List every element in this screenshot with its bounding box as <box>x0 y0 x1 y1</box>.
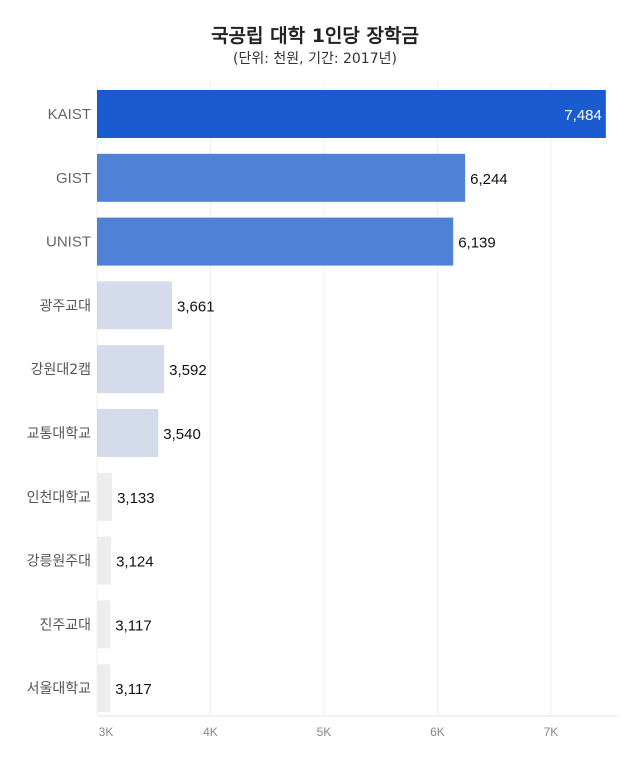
bar <box>97 600 111 649</box>
bar <box>97 536 112 585</box>
bar <box>97 472 113 521</box>
category-label: 교통대학교 <box>27 426 92 442</box>
category-label: GIST <box>56 170 91 187</box>
category-label: KAIST <box>48 106 91 123</box>
category-label: 광주교대 <box>39 298 91 314</box>
bar <box>97 217 454 266</box>
x-tick-label: 3K <box>99 725 114 739</box>
bar <box>97 409 159 457</box>
value-label: 6,244 <box>470 171 508 188</box>
category-label: 서울대학교 <box>27 681 92 697</box>
category-label: UNIST <box>46 234 91 251</box>
bar <box>97 281 173 330</box>
x-tick-label: 4K <box>203 725 218 739</box>
value-label: 3,592 <box>169 362 207 379</box>
bar <box>97 345 165 394</box>
value-label: 3,661 <box>177 298 215 315</box>
value-label: 6,139 <box>458 235 496 252</box>
bar <box>97 664 111 713</box>
category-label: 강원대2캠 <box>31 362 91 378</box>
category-label: 강릉원주대 <box>27 554 91 570</box>
value-label: 3,124 <box>116 554 154 571</box>
x-tick-label: 6K <box>430 725 445 739</box>
value-label: 3,540 <box>163 426 201 443</box>
value-label: 3,117 <box>115 617 151 634</box>
bar <box>97 153 466 202</box>
x-tick-label: 5K <box>317 725 332 739</box>
chart-subtitle: (단위: 천원, 기간: 2017년) <box>233 51 397 67</box>
category-label: 진주교대 <box>39 617 91 633</box>
category-label: 인천대학교 <box>27 490 92 506</box>
x-tick-label: 7K <box>544 725 559 739</box>
value-label: 3,133 <box>117 490 155 507</box>
value-label: 3,117 <box>115 681 151 698</box>
chart-title: 국공립 대학 1인당 장학금 <box>211 25 419 47</box>
bar <box>97 90 606 138</box>
value-label: 7,484 <box>564 107 602 124</box>
